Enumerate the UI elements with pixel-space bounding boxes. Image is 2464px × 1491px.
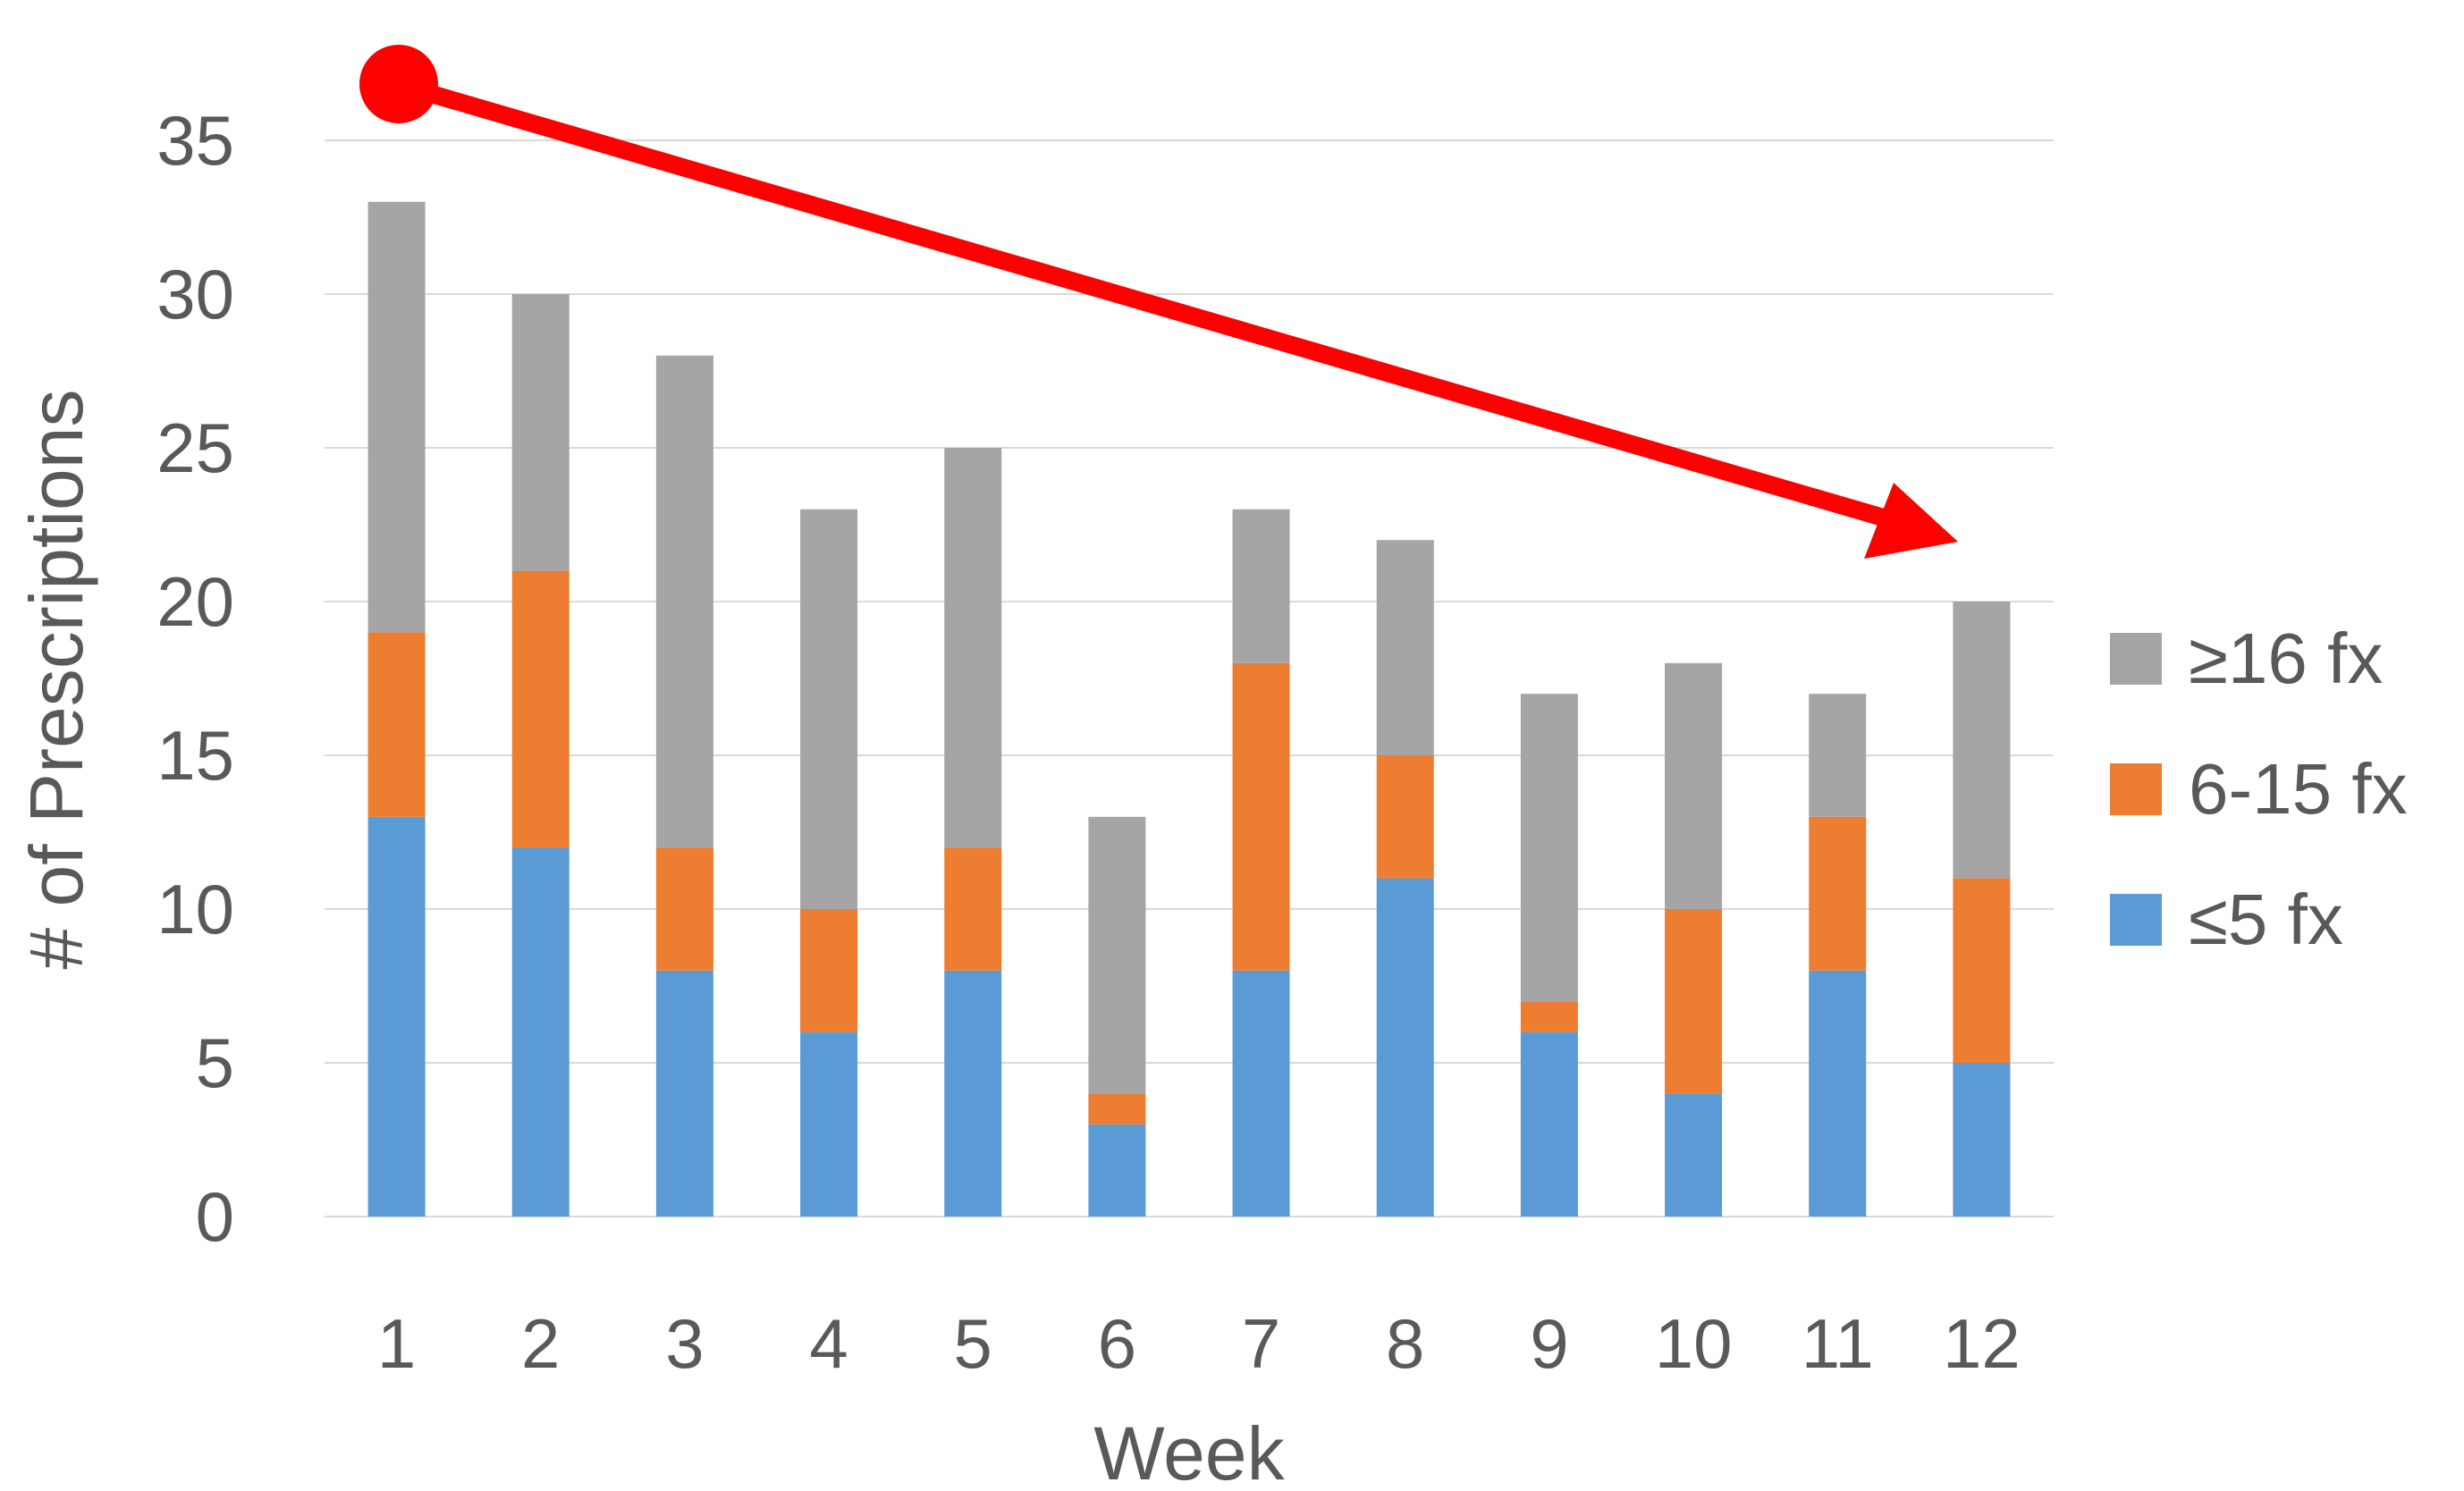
legend-swatch	[2110, 894, 2162, 946]
bar-segment-week-8-series-0	[1376, 878, 1434, 1217]
trend-arrow-start-dot	[359, 45, 438, 123]
bar-segment-week-4-series-0	[800, 1032, 858, 1217]
bar-segment-week-10-series-2	[1665, 662, 1723, 909]
bar-segment-week-8-series-1	[1376, 755, 1434, 879]
legend-label: 6-15 fx	[2189, 749, 2408, 829]
x-tick-label: 8	[1386, 1304, 1424, 1383]
x-tick-label: 1	[377, 1304, 416, 1383]
bar-segment-week-5-series-2	[944, 448, 1002, 848]
bar-segment-week-10-series-1	[1665, 909, 1723, 1094]
x-tick-label: 10	[1655, 1304, 1733, 1383]
x-tick-label: 12	[1943, 1304, 2021, 1383]
bar-segment-week-2-series-2	[511, 294, 570, 571]
bar-segment-week-12-series-1	[1953, 878, 2011, 1063]
bar-segment-week-11-series-2	[1809, 694, 1867, 817]
bar-segment-week-3-series-1	[655, 847, 713, 971]
bar-segment-week-6-series-0	[1088, 1124, 1146, 1217]
trend-arrow-line	[392, 76, 1904, 530]
bar-segment-week-2-series-0	[511, 847, 570, 1217]
x-tick-label: 11	[1802, 1304, 1874, 1383]
bar-segment-week-8-series-2	[1376, 540, 1434, 755]
bar-segment-week-5-series-0	[944, 970, 1002, 1217]
bar-segment-week-2-series-1	[511, 570, 570, 848]
y-tick-label: 25	[156, 409, 234, 487]
bar-segment-week-9-series-1	[1520, 1001, 1578, 1032]
bar-segment-week-1-series-2	[367, 201, 426, 633]
trend-arrow-head	[1864, 483, 1958, 559]
legend-label: ≤5 fx	[2189, 880, 2343, 959]
bar-segment-week-1-series-1	[367, 632, 426, 817]
bar-segment-week-9-series-0	[1520, 1032, 1578, 1217]
trend-arrow	[359, 45, 1958, 559]
bar-segment-week-7-series-1	[1232, 662, 1290, 971]
bar-segment-week-4-series-1	[800, 909, 858, 1032]
bar-segment-week-6-series-1	[1088, 1093, 1146, 1125]
legend-swatch	[2110, 633, 2162, 685]
bar-segment-week-12-series-0	[1953, 1063, 2011, 1217]
legend: ≥16 fx 6-15 fx ≤5 fx	[2110, 619, 2408, 959]
x-tick-labels: 1 2 3 4 5 6 7 8 9 10 11 12	[377, 1304, 2021, 1383]
bar-segment-week-7-series-2	[1232, 509, 1290, 663]
x-tick-label: 9	[1530, 1304, 1568, 1383]
y-tick-label: 15	[156, 716, 234, 795]
y-tick-label: 0	[196, 1177, 234, 1256]
y-tick-label: 10	[156, 870, 234, 948]
x-tick-label: 3	[665, 1304, 704, 1383]
bar-segment-week-7-series-0	[1232, 970, 1290, 1217]
bar-segment-week-4-series-2	[800, 509, 858, 909]
gridlines	[325, 139, 2054, 1217]
y-axis-title: # of Prescriptions	[14, 390, 98, 970]
y-tick-label: 35	[156, 101, 234, 180]
x-tick-label: 7	[1242, 1304, 1280, 1383]
bar-segment-week-3-series-0	[655, 970, 713, 1217]
bar-segment-week-11-series-0	[1809, 970, 1867, 1217]
x-tick-label: 4	[809, 1304, 848, 1383]
bar-segment-week-5-series-1	[944, 847, 1002, 971]
x-tick-label: 5	[954, 1304, 992, 1383]
bar-segment-week-1-series-0	[367, 816, 426, 1217]
y-tick-label: 30	[156, 255, 234, 333]
bar-segment-week-3-series-2	[655, 355, 713, 848]
bar-segment-week-10-series-0	[1665, 1093, 1723, 1217]
y-tick-labels: 0 5 10 15 20 25 30 35	[156, 101, 234, 1256]
bar-segment-week-9-series-2	[1520, 694, 1578, 1002]
x-axis-title: Week	[1093, 1411, 1285, 1491]
legend-label: ≥16 fx	[2189, 619, 2383, 698]
bar-segment-week-12-series-2	[1953, 602, 2011, 879]
x-tick-label: 2	[521, 1304, 560, 1383]
y-tick-label: 5	[196, 1023, 234, 1102]
legend-swatch	[2110, 763, 2162, 815]
bar-segment-week-11-series-1	[1809, 816, 1867, 971]
bars	[367, 201, 2011, 1217]
x-tick-label: 6	[1098, 1304, 1136, 1383]
bar-segment-week-6-series-2	[1088, 816, 1146, 1094]
y-tick-label: 20	[156, 562, 234, 641]
